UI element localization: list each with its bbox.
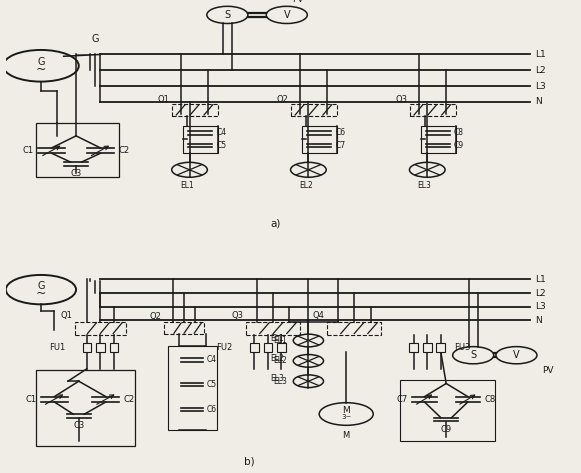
Text: EL3: EL3 <box>273 377 287 385</box>
Bar <box>423 343 432 351</box>
Text: N: N <box>535 315 542 324</box>
Bar <box>436 343 445 351</box>
Text: EL2: EL2 <box>273 356 287 365</box>
Text: M: M <box>343 431 350 440</box>
Bar <box>277 343 286 351</box>
Bar <box>110 343 118 351</box>
Text: Q3: Q3 <box>395 95 407 104</box>
Text: C8: C8 <box>454 129 464 138</box>
Bar <box>264 343 272 351</box>
Text: EL2: EL2 <box>270 354 284 363</box>
Text: V: V <box>513 350 520 360</box>
Text: EL1: EL1 <box>180 181 193 190</box>
Text: ~: ~ <box>35 63 46 76</box>
Text: EL1: EL1 <box>270 334 284 343</box>
Text: PV: PV <box>542 366 554 375</box>
Text: EL2: EL2 <box>299 181 313 190</box>
Text: L3: L3 <box>535 82 546 91</box>
Text: G: G <box>37 281 45 291</box>
Bar <box>96 343 105 351</box>
Text: G: G <box>91 34 99 44</box>
Text: C9: C9 <box>440 425 452 434</box>
Text: C4: C4 <box>216 129 227 138</box>
Text: C5: C5 <box>216 141 227 150</box>
Text: Q3: Q3 <box>232 311 243 320</box>
Text: C9: C9 <box>454 141 464 150</box>
Text: FU3: FU3 <box>454 343 471 352</box>
Text: V: V <box>284 10 290 20</box>
Text: C1: C1 <box>23 146 34 155</box>
Text: ~: ~ <box>35 287 46 300</box>
Text: a): a) <box>271 219 281 228</box>
Text: C2: C2 <box>124 395 135 404</box>
Text: M: M <box>342 406 350 415</box>
Text: C6: C6 <box>207 405 217 414</box>
Text: L2: L2 <box>535 66 546 75</box>
Text: C1: C1 <box>26 395 37 404</box>
Text: L2: L2 <box>535 289 546 298</box>
Text: Q2: Q2 <box>276 95 288 104</box>
Text: EL3: EL3 <box>270 375 284 384</box>
Text: C6: C6 <box>335 129 345 138</box>
Text: C8: C8 <box>485 395 496 404</box>
Text: b): b) <box>243 456 254 466</box>
Text: C5: C5 <box>207 380 217 389</box>
Text: EL1: EL1 <box>273 336 287 345</box>
Text: C7: C7 <box>335 141 345 150</box>
Bar <box>83 343 91 351</box>
Text: C4: C4 <box>207 355 217 364</box>
Text: C3: C3 <box>73 421 84 430</box>
Text: L1: L1 <box>535 275 546 284</box>
Bar <box>410 343 418 351</box>
Text: S: S <box>224 10 231 20</box>
Text: L3: L3 <box>535 302 546 311</box>
Text: FU2: FU2 <box>217 343 233 352</box>
Text: Q1: Q1 <box>60 311 72 320</box>
Text: Q2: Q2 <box>149 312 161 321</box>
Text: FU1: FU1 <box>49 343 65 352</box>
Text: Q4: Q4 <box>313 311 325 320</box>
Text: C2: C2 <box>118 146 130 155</box>
Text: Q1: Q1 <box>157 95 169 104</box>
Text: S: S <box>470 350 476 360</box>
Bar <box>250 343 259 351</box>
Text: N: N <box>535 97 542 106</box>
Text: G: G <box>37 57 45 67</box>
Text: PV: PV <box>292 0 304 4</box>
Text: L1: L1 <box>535 50 546 59</box>
Text: C7: C7 <box>397 395 408 404</box>
Text: EL3: EL3 <box>418 181 432 190</box>
Text: 3~: 3~ <box>341 414 352 420</box>
Text: C3: C3 <box>70 169 82 178</box>
